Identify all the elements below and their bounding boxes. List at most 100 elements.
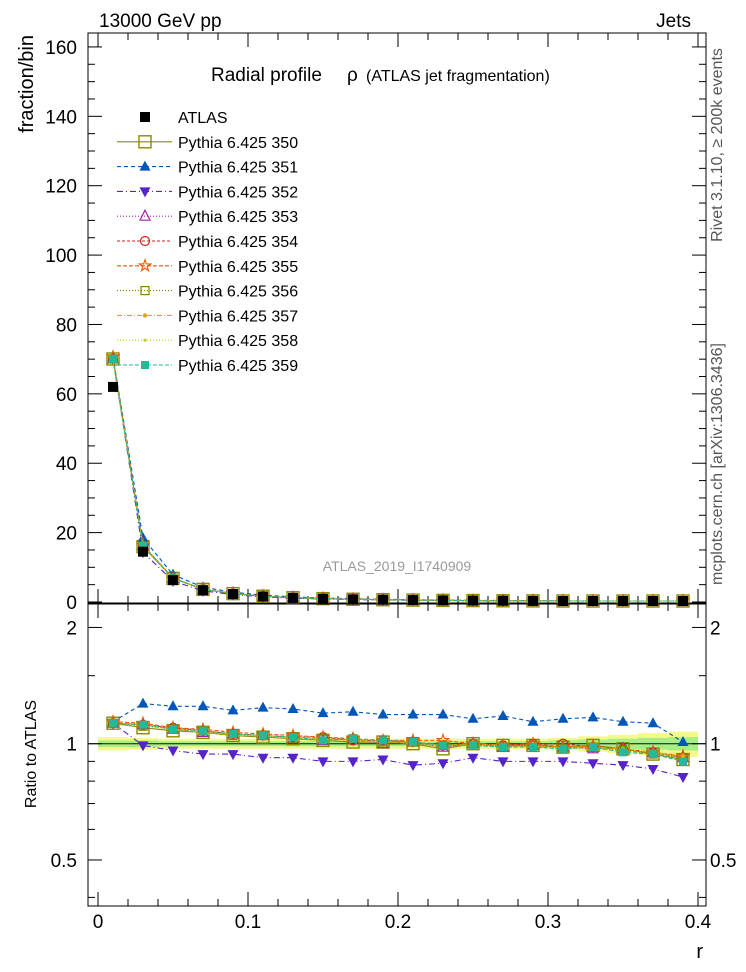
ratio-series-point <box>499 743 507 752</box>
atlas-data-point <box>678 596 688 606</box>
ratio-series-pythia-6.425-352 <box>107 719 689 783</box>
main-y-label: fraction/bin <box>16 35 38 133</box>
ratio-series-point <box>587 759 599 770</box>
ratio-series-point <box>647 765 659 776</box>
ratio-series-point <box>679 757 687 766</box>
ratio-series-point <box>437 759 449 770</box>
ratio-series-point <box>589 743 597 752</box>
atlas-data-point <box>588 596 598 606</box>
ratio-series-point <box>227 750 239 761</box>
ratio-series-point <box>617 761 629 772</box>
ratio-series-point <box>497 757 509 768</box>
main-series-point <box>109 354 117 363</box>
legend-label: Pythia 6.425 355 <box>178 259 298 276</box>
ratio-series-point <box>437 708 449 719</box>
atlas-data-point <box>198 585 208 596</box>
ratio-series-point <box>529 743 537 752</box>
ratio-y-tick-label-right: 0.5 <box>710 851 736 872</box>
ratio-series-point <box>557 712 569 723</box>
ratio-y-tick-label: 2 <box>66 618 77 639</box>
ratio-series-point <box>197 750 209 761</box>
ratio-series-point <box>287 753 299 764</box>
ratio-series-point <box>677 772 689 783</box>
ratio-series-point <box>167 700 179 711</box>
ratio-series-point <box>407 761 419 772</box>
atlas-data-point <box>498 595 508 606</box>
ratio-series-point <box>229 729 237 738</box>
ratio-y-tick-label-right: 1 <box>710 735 721 756</box>
x-tick-label: 0.3 <box>535 912 561 933</box>
x-tick-label: 0.1 <box>235 912 261 933</box>
ratio-series-point <box>587 711 599 722</box>
atlas-data-point <box>558 596 568 606</box>
legend-label: Pythia 6.425 351 <box>178 160 298 177</box>
analysis-watermark: ATLAS_2019_I1740909 <box>323 558 472 574</box>
legend-marker <box>140 286 150 296</box>
ratio-series-point <box>617 715 629 726</box>
ratio-series-point <box>467 753 479 764</box>
legend-marker <box>139 187 151 198</box>
x-tick-label: 0.4 <box>685 912 712 933</box>
ratio-series-point <box>527 715 539 726</box>
ratio-series-line <box>112 722 684 759</box>
header-energy: 13000 GeV pp <box>99 11 222 32</box>
ratio-series-point <box>469 741 477 750</box>
legend-label: Pythia 6.425 356 <box>178 284 298 301</box>
main-frame <box>87 32 707 604</box>
main-y-tick-label: 140 <box>45 107 77 128</box>
main-y-tick-label: 100 <box>45 246 77 267</box>
main-y-tick-label: 80 <box>56 315 77 336</box>
ratio-series-point <box>319 736 327 745</box>
ratio-series-point <box>169 725 177 734</box>
ratio-band <box>88 731 706 757</box>
ratio-series-point <box>317 707 329 718</box>
x-axis-label: r <box>696 941 703 963</box>
legend-marker <box>139 235 151 247</box>
legend-label: Pythia 6.425 353 <box>178 209 298 226</box>
legend-label: Pythia 6.425 350 <box>178 135 298 152</box>
ratio-series-point <box>167 746 179 757</box>
atlas-data-point <box>138 546 148 557</box>
ratio-series-point <box>139 720 147 729</box>
atlas-data-point <box>618 596 628 606</box>
main-series-point <box>139 541 147 550</box>
header-process: Jets <box>656 11 691 32</box>
atlas-data-point <box>648 596 658 606</box>
ratio-series-point <box>559 744 567 753</box>
ratio-series-point <box>257 753 269 764</box>
ratio-series-point <box>289 733 297 742</box>
legend-marker <box>137 258 153 273</box>
ratio-series-point <box>377 755 389 766</box>
atlas-data-point <box>438 595 448 606</box>
ratio-series <box>105 697 691 783</box>
atlas-data-point <box>348 594 358 605</box>
ratio-series-pythia-6.425-351 <box>107 697 689 747</box>
ratio-series-line <box>112 703 684 743</box>
main-y-tick-label: 20 <box>56 524 77 545</box>
ratio-series-point <box>137 697 149 708</box>
ratio-series-point <box>287 702 299 713</box>
ratio-series-line <box>112 722 684 762</box>
ratio-series-point <box>109 719 117 728</box>
main-plot: 0 20 40 60 80 100 120 140 160 fraction/bin Radia… <box>16 32 707 614</box>
ratio-series-point <box>647 717 659 728</box>
legend-marker-atlas <box>140 112 150 122</box>
x-tick-label: 0.2 <box>385 912 411 933</box>
atlas-data-point <box>408 595 418 606</box>
legend-marker <box>142 313 148 318</box>
plot-title-symbol: ρ <box>347 65 358 86</box>
ratio-series-point <box>347 705 359 716</box>
legend-marker <box>139 160 151 171</box>
ratio-frame <box>87 603 707 907</box>
ratio-series-point <box>467 712 479 723</box>
ratio-series-point <box>677 736 689 747</box>
ratio-series-line <box>112 721 684 757</box>
ratio-series-point <box>497 709 509 720</box>
ratio-series-point <box>379 736 387 745</box>
ratio-series-point <box>407 708 419 719</box>
atlas-data-point <box>378 594 388 605</box>
legend: ATLAS Pythia 6.425 350 Pythia 6.425 351 Pyt… <box>117 110 298 375</box>
ratio-series-line <box>112 724 684 759</box>
legend-marker <box>138 135 152 149</box>
main-y-tick-label: 160 <box>45 38 77 59</box>
